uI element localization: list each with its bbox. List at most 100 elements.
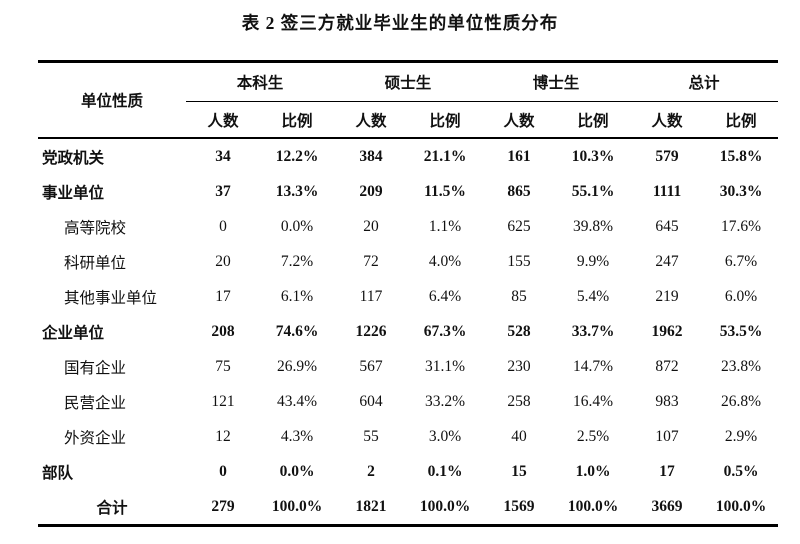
row-label: 其他事业单位 [64,289,158,307]
cell-value: 14.7% [573,357,614,375]
cell-value: 1111 [652,182,682,200]
column-header-undergraduate: 本科生 [186,61,335,102]
cell-value: 5.4% [576,287,610,305]
row-label: 党政机关 [42,149,105,167]
cell-value: 209 [359,182,383,200]
cell-value: 219 [655,287,679,305]
cell-value: 384 [359,147,383,165]
cell-value: 20 [363,217,379,235]
cell-value: 279 [211,497,235,515]
cell-value: 17.6% [721,217,762,235]
table-row: 事业单位 37 13.3% 209 11.5% 865 55.1% 1111 30.3% [38,174,778,209]
column-header-total: 总计 [630,61,779,102]
group-header-row: 单位性质 本科生 硕士生 博士生 总计 [38,61,779,139]
cell-value: 75 [215,357,231,375]
cell-value: 117 [359,287,383,305]
cell-value: 604 [359,392,383,410]
cell-value: 40 [511,427,527,445]
cell-value: 0 [219,217,227,235]
cell-value: 4.0% [428,252,462,270]
cell-value: 121 [211,392,235,410]
cell-value: 865 [507,182,531,200]
unit-nature-distribution-table: 单位性质 本科生 硕士生 博士生 总计 人数 比例 人数 比例 人数 比例 人数… [38,60,779,527]
cell-value: 1.0% [575,462,611,480]
sub-header-percent: 比例 [408,101,483,139]
column-header-unit-nature: 单位性质 [38,61,186,139]
cell-value: 1.1% [428,217,462,235]
cell-value: 1821 [355,497,387,515]
cell-value: 567 [359,357,383,375]
cell-value: 26.9% [276,357,318,375]
cell-value: 528 [507,322,531,340]
cell-value: 17 [215,287,231,305]
cell-value: 3669 [651,497,683,515]
cell-value: 208 [211,322,235,340]
cell-value: 53.5% [719,322,763,340]
cell-value: 1226 [355,322,387,340]
cell-value: 43.4% [276,392,318,410]
cell-value: 26.8% [721,392,762,410]
cell-value: 15 [511,462,527,480]
cell-value: 1569 [503,497,535,515]
cell-value: 30.3% [719,182,763,200]
cell-value: 12.2% [275,147,319,165]
table-row: 外资企业 12 4.3% 55 3.0% 40 2.5% 107 2.9% [38,419,778,454]
cell-value: 33.2% [425,392,466,410]
row-label: 外资企业 [64,429,127,447]
cell-value: 85 [511,287,527,305]
cell-value: 31.1% [425,357,466,375]
sub-header-percent: 比例 [260,101,335,139]
row-label: 国有企业 [64,359,127,377]
cell-value: 6.0% [724,287,758,305]
table-row: 部队 0 0.0% 2 0.1% 15 1.0% 17 0.5% [38,454,778,489]
table-row: 高等院校 0 0.0% 20 1.1% 625 39.8% 645 17.6% [38,209,778,244]
table-row: 科研单位 20 7.2% 72 4.0% 155 9.9% 247 6.7% [38,244,778,279]
row-label: 高等院校 [64,219,127,237]
cell-value: 6.1% [280,287,314,305]
cell-value: 20 [215,252,231,270]
cell-value: 100.0% [567,497,619,515]
table-caption: 表 2 签三方就业毕业生的单位性质分布 [241,13,559,33]
sub-header-row: 人数 比例 人数 比例 人数 比例 人数 比例 [38,101,779,139]
cell-value: 100.0% [715,497,767,515]
cell-value: 0.5% [723,462,759,480]
cell-value: 23.8% [721,357,762,375]
cell-value: 55.1% [571,182,615,200]
cell-value: 9.9% [576,252,610,270]
cell-value: 258 [507,392,531,410]
cell-value: 17 [659,462,675,480]
cell-value: 1962 [651,322,683,340]
cell-value: 21.1% [423,147,467,165]
cell-value: 579 [655,147,679,165]
sub-header-count: 人数 [482,101,557,139]
cell-value: 0.1% [427,462,463,480]
row-label: 事业单位 [42,184,105,202]
sub-header-count: 人数 [630,101,705,139]
cell-value: 72 [363,252,379,270]
table-row: 其他事业单位 17 6.1% 117 6.4% 85 5.4% 219 6.0% [38,279,778,314]
cell-value: 645 [655,217,679,235]
cell-value: 12 [215,427,231,445]
cell-value: 2.9% [724,427,758,445]
cell-value: 55 [363,427,379,445]
cell-value: 100.0% [419,497,471,515]
table-row: 民营企业 121 43.4% 604 33.2% 258 16.4% 983 26.8% [38,384,778,419]
row-label: 民营企业 [64,394,127,412]
table-row: 党政机关 34 12.2% 384 21.1% 161 10.3% 579 15.8% [38,138,778,174]
cell-value: 33.7% [571,322,615,340]
cell-value: 0.0% [280,217,314,235]
cell-value: 67.3% [423,322,467,340]
cell-value: 13.3% [275,182,319,200]
table-row: 国有企业 75 26.9% 567 31.1% 230 14.7% 872 23.8% [38,349,778,384]
cell-value: 3.0% [428,427,462,445]
cell-value: 7.2% [280,252,314,270]
cell-value: 2.5% [576,427,610,445]
cell-value: 107 [655,427,679,445]
row-label: 部队 [42,464,74,482]
row-label: 合计 [96,499,128,517]
cell-value: 230 [507,357,531,375]
table-row: 合计 279 100.0% 1821 100.0% 1569 100.0% 3669 100.0… [38,489,778,526]
table-body: 党政机关 34 12.2% 384 21.1% 161 10.3% 579 15.8% 事业单位 3… [38,138,778,526]
cell-value: 37 [215,182,231,200]
